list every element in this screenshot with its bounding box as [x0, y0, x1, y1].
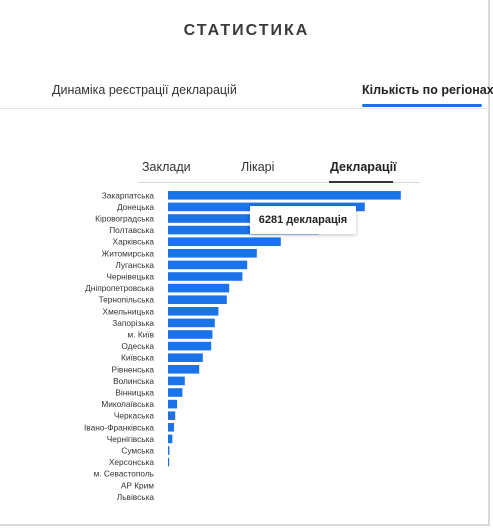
region-label: Херсонська [109, 457, 154, 467]
region-label: Волинська [113, 376, 154, 386]
main-tabs: Динаміка реєстрації декларацій Кількість… [0, 78, 493, 109]
region-bar[interactable] [168, 399, 178, 409]
region-bar[interactable] [168, 237, 281, 246]
region-bar[interactable] [168, 411, 176, 420]
region-label: Черкаська [114, 411, 154, 421]
region-bar[interactable] [168, 318, 215, 328]
region-label: Чернігівська [107, 434, 155, 444]
region-label: м. Севастополь [94, 469, 154, 479]
tab-count-by-region[interactable]: Кількість по регіонах [362, 83, 493, 97]
page-title: СТАТИСТИКА [183, 22, 310, 39]
region-bar[interactable] [168, 260, 248, 270]
region-bar[interactable] [168, 388, 183, 397]
region-label: Кіровоградська [95, 214, 154, 224]
subtab-declarations[interactable]: Декларації [330, 160, 397, 174]
region-label: Луганська [115, 260, 154, 270]
subtab-doctors[interactable]: Лікарі [241, 160, 275, 174]
region-label: Закарпатська [102, 190, 155, 200]
region-label: Одеська [121, 341, 154, 351]
region-label: м. Київ [128, 330, 155, 340]
region-bar[interactable] [168, 457, 170, 467]
bar-tooltip: 6281 декларація [250, 206, 356, 234]
regions-bar-chart: Закарпатська Донецька КіровоградськаПолтав… [84, 190, 401, 502]
region-bar[interactable] [168, 283, 230, 293]
region-bar[interactable] [168, 249, 257, 258]
active-subtab-indicator [329, 181, 393, 183]
region-bar[interactable] [168, 272, 243, 281]
region-label: Дніпропетровська [85, 283, 154, 293]
region-label: Вінницька [115, 388, 154, 398]
region-bar[interactable] [168, 341, 212, 351]
region-label: Житомирська [102, 248, 155, 258]
region-bar[interactable] [168, 295, 227, 304]
region-label: Рівненська [112, 364, 155, 374]
region-label: Миколаївська [101, 399, 154, 409]
region-bar[interactable] [168, 191, 401, 200]
tab-registration-dynamics[interactable]: Динаміка реєстрації декларацій [52, 83, 237, 97]
region-label: Тернопільська [99, 295, 155, 305]
subtab-divider [138, 182, 420, 183]
region-label: Чернівецька [106, 272, 154, 282]
region-bar[interactable] [168, 376, 185, 386]
region-bar[interactable] [168, 353, 203, 362]
region-label: Хмельницька [103, 306, 155, 316]
sub-tabs: Заклади Лікарі Декларації [0, 158, 490, 184]
region-label: АР Крим [121, 480, 154, 490]
region-label: Івано-Франківська [84, 422, 154, 432]
subtab-facilities[interactable]: Заклади [142, 160, 191, 174]
region-bar[interactable] [168, 434, 173, 444]
region-label: Київська [121, 353, 154, 363]
region-bar[interactable] [168, 365, 200, 374]
region-label: Сумська [121, 446, 154, 456]
region-label: Полтавська [109, 225, 154, 235]
active-tab-indicator [362, 104, 482, 107]
region-label: Львівська [117, 492, 155, 502]
region-bar[interactable] [168, 423, 174, 432]
region-label: Донецька [117, 202, 154, 212]
region-bar[interactable] [168, 307, 219, 316]
region-bar[interactable] [168, 330, 213, 339]
region-bar[interactable] [168, 446, 170, 455]
region-label: Харківська [113, 237, 155, 247]
region-bar[interactable] [168, 225, 319, 235]
region-label: Запорізька [112, 318, 154, 328]
